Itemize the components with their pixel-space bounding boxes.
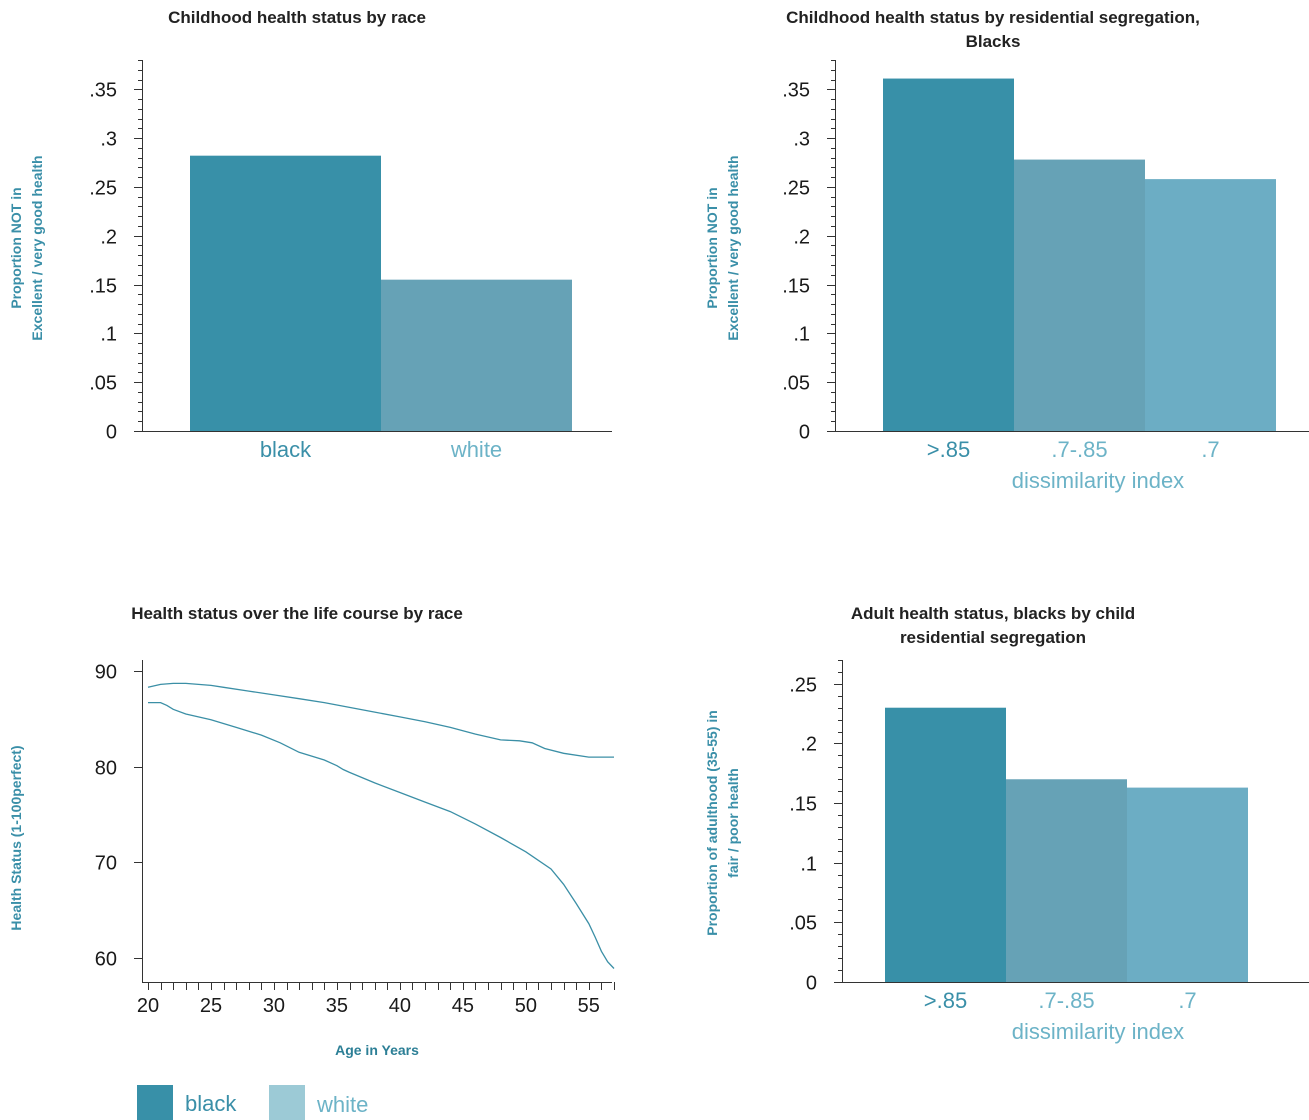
y-tick-label: 80 <box>95 758 117 780</box>
panel-life-course: Health status over the life course by ra… <box>8 604 615 1120</box>
legend-swatch-black <box>137 1085 173 1120</box>
x-tick-label: 35 <box>326 995 348 1017</box>
chart-title-line2: residential segregation <box>900 628 1086 647</box>
bar-85 <box>883 78 1014 432</box>
x-tick-label: 30 <box>263 995 285 1017</box>
bar-white <box>381 279 572 431</box>
y-tick-label: 0 <box>106 422 117 444</box>
legend-label-black: black <box>185 1091 237 1116</box>
bar-7-85 <box>1006 779 1127 982</box>
series-line-white <box>147 682 614 758</box>
y-tick-label: .1 <box>793 324 810 346</box>
chart-title: Health status over the life course by ra… <box>131 604 463 623</box>
y-axis-label: Health Status (1-100perfect) <box>8 745 24 930</box>
series-line-black <box>148 701 615 969</box>
y-tick-label: .05 <box>789 913 817 935</box>
legend-label-white: white <box>316 1092 368 1117</box>
plot-area: 60 70 80 90 20 25 30 35 40 45 50 55 <box>95 660 615 1017</box>
panel-childhood-by-race: Childhood health status by race Proporti… <box>8 8 612 462</box>
plot-area: >.85 .7-.85 .7 0 .05 .1 .15 .2 .25 <box>789 660 1309 1013</box>
y-tick-label: .05 <box>782 373 810 395</box>
x-tick-label: 40 <box>389 995 411 1017</box>
category-label: >.85 <box>927 437 970 462</box>
y-axis-label-line1: Proportion NOT in <box>8 187 24 308</box>
category-label: .7-.85 <box>1038 988 1094 1013</box>
bar-85 <box>885 707 1006 982</box>
y-axis-label-line2: fair / poor health <box>725 768 741 878</box>
chart-title-line2: Blacks <box>966 32 1021 51</box>
panel-childhood-by-segregation: Childhood health status by residential s… <box>704 8 1309 493</box>
x-tick-label: 45 <box>452 995 474 1017</box>
y-tick-label: .2 <box>793 227 810 249</box>
y-tick-label: .35 <box>782 80 810 102</box>
x-tick-label: 20 <box>137 995 159 1017</box>
category-label: .7 <box>1178 988 1196 1013</box>
x-tick-label: 25 <box>200 995 222 1017</box>
x-axis-label: dissimilarity index <box>1012 468 1184 493</box>
category-label: white <box>450 437 502 462</box>
y-tick-label: .2 <box>800 734 817 756</box>
category-label: .7 <box>1201 437 1219 462</box>
chart-title: Childhood health status by race <box>168 8 426 27</box>
y-axis-label-line1: Proportion NOT in <box>704 187 720 308</box>
y-axis-label-line2: Excellent / very good health <box>725 155 741 340</box>
y-tick-label: 60 <box>95 949 117 971</box>
y-axis-label-line1: Proportion of adulthood (35-55) in <box>704 710 720 936</box>
y-tick-label: .25 <box>89 178 117 200</box>
y-tick-label: .05 <box>89 373 117 395</box>
y-tick-label: 70 <box>95 853 117 875</box>
legend: black white <box>137 1085 368 1120</box>
y-axis-label-line2: Excellent / very good health <box>29 155 45 340</box>
y-tick-label: .35 <box>89 80 117 102</box>
y-tick-label: .1 <box>800 854 817 876</box>
x-tick-label: 50 <box>515 995 537 1017</box>
plot-area: black white 0 .05 .1 .15 .2 .25 .3 .35 <box>89 60 612 462</box>
y-tick-label: 0 <box>806 973 817 995</box>
bar-7 <box>1145 179 1276 431</box>
bar-black <box>190 155 381 431</box>
x-tick-label: 55 <box>578 995 600 1017</box>
bar-7 <box>1127 787 1248 982</box>
y-tick-label: .2 <box>100 227 117 249</box>
chart-title-line1: Adult health status, blacks by child <box>851 604 1135 623</box>
y-tick-label: 90 <box>95 662 117 684</box>
x-axis-label: dissimilarity index <box>1012 1019 1184 1044</box>
category-label: black <box>260 437 312 462</box>
panel-adult-by-segregation: Adult health status, blacks by child res… <box>704 604 1309 1044</box>
plot-area: >.85 .7-.85 .7 0 .05 .1 .15 .2 .25 .3 .35 <box>782 60 1309 462</box>
y-tick-label: .15 <box>789 794 817 816</box>
y-tick-label: .1 <box>100 324 117 346</box>
category-label: >.85 <box>924 988 967 1013</box>
legend-swatch-white <box>269 1085 305 1120</box>
bar-7-85 <box>1014 159 1145 431</box>
category-label: .7-.85 <box>1051 437 1107 462</box>
chart-title-line1: Childhood health status by residential s… <box>786 8 1200 27</box>
y-tick-label: .25 <box>782 178 810 200</box>
y-tick-label: .15 <box>89 276 117 298</box>
y-tick-label: .3 <box>100 129 117 151</box>
y-tick-label: .3 <box>793 129 810 151</box>
y-tick-label: .15 <box>782 276 810 298</box>
y-tick-label: .25 <box>789 675 817 697</box>
y-tick-label: 0 <box>799 422 810 444</box>
x-axis-label: Age in Years <box>335 1042 419 1058</box>
